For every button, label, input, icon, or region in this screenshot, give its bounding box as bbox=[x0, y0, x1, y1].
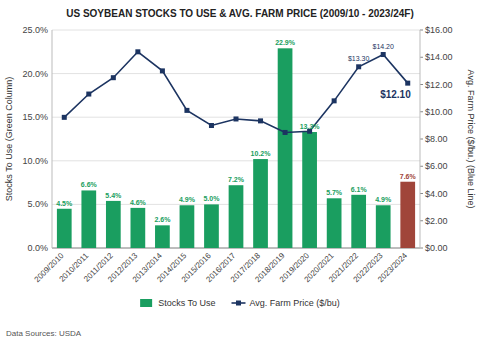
legend: Stocks To Use Avg. Farm Price ($/bu) bbox=[140, 298, 340, 308]
bar bbox=[351, 195, 366, 248]
y-tick-label: 25.0% bbox=[22, 25, 48, 35]
legend-swatch-marker bbox=[236, 301, 241, 306]
legend-label: Avg. Farm Price ($/bu) bbox=[249, 298, 339, 308]
marker bbox=[356, 64, 361, 69]
bar-label: 7.2% bbox=[228, 176, 245, 183]
bar-label: 4.5% bbox=[56, 200, 73, 207]
bar bbox=[81, 190, 96, 248]
price-label: $14.20 bbox=[372, 43, 394, 50]
legend-label: Stocks To Use bbox=[158, 298, 215, 308]
y-tick-label: 10.0% bbox=[22, 156, 48, 166]
marker bbox=[135, 49, 140, 54]
bar bbox=[106, 201, 121, 248]
marker bbox=[160, 68, 165, 73]
y2-tick-label: $2.00 bbox=[425, 216, 448, 226]
y2-tick-label: $10.00 bbox=[425, 107, 453, 117]
y-tick-label: 15.0% bbox=[22, 112, 48, 122]
marker bbox=[381, 52, 386, 57]
chart: US SOYBEAN STOCKS TO USE & AVG. FARM PRI… bbox=[0, 0, 480, 342]
bar bbox=[131, 208, 146, 248]
grid-line bbox=[52, 73, 420, 74]
bar-label: 10.2% bbox=[251, 150, 272, 157]
marker bbox=[111, 75, 116, 80]
bar-label: 6.1% bbox=[351, 186, 368, 193]
y2-axis-label: Avg. Farm Price ($/bu.) (Blue Line) bbox=[466, 70, 476, 209]
bar bbox=[204, 204, 219, 248]
marker bbox=[332, 98, 337, 103]
plot-area bbox=[57, 48, 415, 248]
bar bbox=[302, 132, 317, 248]
marker bbox=[283, 130, 288, 135]
bar-label: 5.7% bbox=[326, 189, 343, 196]
marker bbox=[405, 81, 410, 86]
y-tick-label: 20.0% bbox=[22, 69, 48, 79]
price-label: $12.10 bbox=[380, 89, 411, 100]
y2-tick-label: $12.00 bbox=[425, 80, 453, 90]
price-line bbox=[64, 52, 407, 133]
y2-tick-label: $16.00 bbox=[425, 25, 453, 35]
bar-label: 5.0% bbox=[203, 195, 220, 202]
axes: 0.0% 5.0% 10.0% 15.0% 20.0% 25.0% $0.00 $2.00 $4… bbox=[22, 25, 452, 253]
y-axis-line bbox=[52, 30, 53, 248]
y2-tick-label: $0.00 bbox=[425, 243, 448, 253]
y2-tick-label: $4.00 bbox=[425, 189, 448, 199]
marker bbox=[184, 108, 189, 113]
y2-tick-label: $8.00 bbox=[425, 134, 448, 144]
bar bbox=[400, 182, 415, 248]
source: Data Sources: USDA bbox=[6, 329, 82, 338]
bar bbox=[327, 198, 342, 248]
y-tick-label: 0.0% bbox=[27, 243, 48, 253]
bar-label: 2.6% bbox=[154, 216, 171, 223]
data-labels: 4.5% 6.6% 5.4% 4.6% 2.6% 4.9% 5.0% 7.2% 10.2% 22.… bbox=[56, 39, 416, 223]
bar-label: 4.6% bbox=[130, 199, 147, 206]
y2-tick-label: $6.00 bbox=[425, 161, 448, 171]
marker bbox=[86, 92, 91, 97]
title: US SOYBEAN STOCKS TO USE & AVG. FARM PRI… bbox=[66, 8, 414, 19]
bar bbox=[253, 159, 268, 248]
bar-label: 7.6% bbox=[400, 173, 417, 180]
marker bbox=[258, 118, 263, 123]
bar-label: 6.6% bbox=[81, 181, 98, 188]
y2-tick-label: $14.00 bbox=[425, 52, 453, 62]
marker bbox=[62, 115, 67, 120]
y-axis-label: Stocks To Use (Green Column) bbox=[4, 77, 14, 201]
x-tick-label: 2023/2024 bbox=[376, 251, 409, 284]
legend-swatch bbox=[140, 299, 152, 307]
grid-line bbox=[52, 160, 420, 161]
price-label: $13.30 bbox=[348, 55, 370, 62]
bar bbox=[57, 209, 72, 248]
bar-label: 5.4% bbox=[105, 192, 122, 199]
bar-label: 4.9% bbox=[375, 196, 392, 203]
y2-axis-line bbox=[420, 30, 421, 248]
y-tick-label: 5.0% bbox=[27, 199, 48, 209]
bar bbox=[180, 205, 195, 248]
marker bbox=[234, 116, 239, 121]
bar bbox=[376, 205, 391, 248]
grid-line bbox=[52, 30, 420, 31]
bar-label: 22.9% bbox=[275, 39, 296, 46]
bar-label: 13.3% bbox=[300, 123, 321, 130]
bar bbox=[155, 225, 170, 248]
bar bbox=[278, 48, 293, 248]
bar-label: 4.9% bbox=[179, 196, 196, 203]
bar bbox=[229, 185, 244, 248]
marker bbox=[209, 123, 214, 128]
